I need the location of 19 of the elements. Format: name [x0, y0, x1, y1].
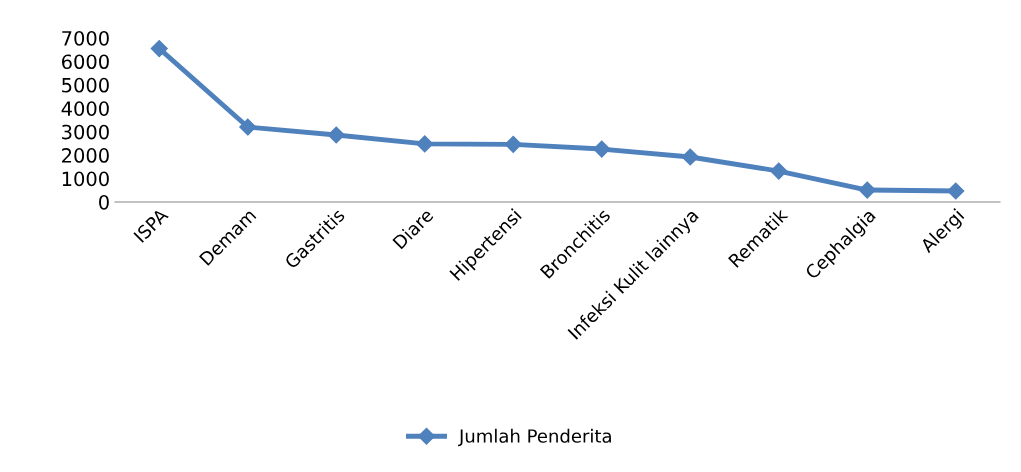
y-tick-label: 3000 [62, 124, 109, 140]
point [858, 181, 876, 199]
point [947, 182, 965, 200]
y-tick-label: 4000 [61, 101, 109, 116]
y-tick-label: 7000 [62, 30, 109, 46]
point [681, 148, 699, 166]
point [593, 140, 611, 158]
point [504, 135, 522, 153]
y-tick-label: 6000 [62, 54, 109, 70]
y-tick-label: 0 [99, 194, 109, 210]
point [770, 162, 788, 180]
point [150, 39, 168, 58]
point [239, 118, 257, 136]
legend-label: Jumlah Penderita [458, 428, 611, 447]
point [327, 126, 345, 144]
y-tick-label: 1000 [62, 171, 109, 187]
point [416, 135, 434, 153]
y-tick-label: 2000 [62, 148, 109, 163]
y-tick-label: 5000 [62, 77, 109, 93]
